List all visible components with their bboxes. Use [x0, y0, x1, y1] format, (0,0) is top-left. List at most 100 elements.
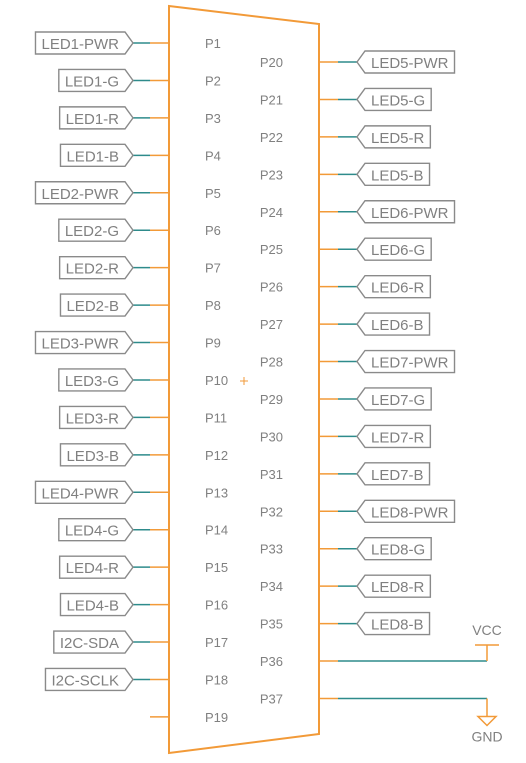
net-label-text-led2-g: LED2-G — [65, 223, 119, 240]
net-label-led8-r — [356, 574, 432, 598]
net-label-led4-pwr — [34, 480, 134, 504]
pin-number-p26: P26 — [260, 280, 283, 295]
net-label-text-led4-pwr: LED4-PWR — [41, 485, 119, 502]
left-pin-p16: P16 LED4-B — [59, 592, 228, 617]
origin-marker — [240, 377, 248, 385]
net-label-led7-g — [356, 387, 432, 411]
pin-number-p5: P5 — [205, 186, 221, 201]
pin-number-p3: P3 — [205, 111, 221, 126]
left-pin-p2: P2 LED1-G — [58, 68, 221, 93]
pin-number-p33: P33 — [260, 542, 283, 557]
left-pin-p13: P13 LED4-PWR — [34, 480, 228, 504]
pin-number-p11: P11 — [205, 410, 227, 425]
pin-number-p20: P20 — [260, 55, 283, 70]
net-label-led3-b — [59, 443, 134, 467]
net-label-text-led2-b: LED2-B — [66, 298, 119, 315]
gnd-icon — [476, 715, 498, 727]
pin-number-p17: P17 — [205, 635, 228, 650]
right-pin-p32: P32 LED8-PWR — [260, 499, 456, 523]
right-pin-p22: P22 LED5-R — [260, 125, 432, 149]
net-label-text-i2c-sda: I2C-SDA — [60, 635, 119, 652]
net-label-text-led5-r: LED5-R — [371, 130, 425, 147]
net-label-text-led6-pwr: LED6-PWR — [371, 205, 449, 222]
pin-number-p19: P19 — [205, 710, 228, 725]
pin-number-p28: P28 — [260, 355, 283, 370]
left-pin-p4: P4 LED1-B — [59, 143, 221, 168]
net-label-led6-b — [356, 312, 431, 336]
left-pin-p7: P7 LED2-R — [58, 255, 221, 280]
right-pin-p35: P35 LED8-B — [260, 611, 431, 636]
right-pin-p26: P26 LED6-R — [260, 274, 432, 299]
right-pin-p33: P33 LED8-G — [260, 537, 432, 561]
net-label-text-led1-g: LED1-G — [65, 73, 119, 90]
pin-number-p36: P36 — [260, 654, 283, 669]
left-pin-p15: P15 LED4-R — [58, 555, 228, 579]
right-pin-p27: P27 LED6-B — [260, 312, 431, 336]
pin-number-p13: P13 — [205, 485, 228, 500]
pin-number-p24: P24 — [260, 205, 283, 220]
left-pin-p17: P17 I2C-SDA — [53, 630, 228, 654]
pin-number-p4: P4 — [205, 148, 221, 163]
net-label-led2-g — [58, 218, 134, 242]
net-label-led5-pwr — [356, 50, 456, 74]
pin-number-p7: P7 — [205, 261, 221, 276]
pin-number-p22: P22 — [260, 130, 283, 145]
net-label-led5-r — [356, 125, 432, 149]
right-pin-p28: P28 LED7-PWR — [260, 349, 456, 374]
net-label-led6-pwr — [356, 200, 456, 224]
left-pin-p5: P5 LED2-PWR — [34, 181, 221, 205]
left-pin-p8: P8 LED2-B — [59, 293, 221, 317]
net-label-led7-pwr — [356, 349, 456, 374]
net-label-text-led7-g: LED7-G — [371, 392, 425, 409]
connector-body — [168, 4, 320, 755]
net-label-text-led8-pwr: LED8-PWR — [371, 504, 449, 521]
right-pin-p30: P30 LED7-R — [260, 424, 432, 449]
vcc-label: VCC — [472, 622, 502, 638]
right-pin-p21: P21 LED5-G — [260, 87, 432, 112]
net-label-led1-pwr — [34, 31, 134, 55]
pin-number-p12: P12 — [205, 448, 228, 463]
pin-number-p34: P34 — [260, 579, 283, 594]
net-label-text-led2-pwr: LED2-PWR — [41, 186, 119, 203]
net-label-text-led3-pwr: LED3-PWR — [41, 336, 119, 353]
pin-number-p30: P30 — [260, 429, 283, 444]
net-label-text-led7-r: LED7-R — [371, 429, 425, 446]
pin-number-p35: P35 — [260, 617, 283, 632]
net-label-led5-b — [356, 162, 431, 187]
net-label-led8-g — [356, 537, 432, 561]
net-label-text-led5-g: LED5-G — [371, 92, 425, 109]
left-pin-p10: P10 LED3-G — [58, 368, 228, 392]
left-pin-p14: P14 LED4-G — [58, 518, 228, 542]
net-label-text-led6-r: LED6-R — [371, 280, 425, 297]
pin-number-p29: P29 — [260, 392, 283, 407]
pin-number-p23: P23 — [260, 167, 283, 182]
net-label-text-led3-r: LED3-R — [66, 410, 120, 427]
net-label-led1-b — [59, 143, 134, 168]
pin-number-p37: P37 — [260, 691, 283, 706]
left-pin-p6: P6 LED2-G — [58, 218, 221, 242]
net-label-text-led5-pwr: LED5-PWR — [371, 55, 449, 72]
net-label-text-led8-r: LED8-R — [371, 579, 425, 596]
pin-number-p9: P9 — [205, 336, 221, 351]
right-pin-p24: P24 LED6-PWR — [260, 200, 456, 224]
net-label-text-led4-b: LED4-B — [66, 598, 119, 615]
left-pin-p19: P19 — [150, 710, 228, 725]
pin-number-p14: P14 — [205, 523, 228, 538]
left-pin-p3: P3 LED1-R — [58, 106, 221, 130]
left-pin-p11: P11 LED3-R — [58, 405, 227, 430]
net-label-text-i2c-sclk: I2C-SCLK — [51, 672, 119, 689]
net-label-led2-pwr — [34, 181, 134, 205]
net-label-text-led1-pwr: LED1-PWR — [41, 36, 119, 53]
left-pin-group: P1 LED1-PWR P2 LED1-G P3 LED1-R P4 LED1-B P5 LED2… — [34, 31, 228, 725]
pin-number-p21: P21 — [260, 92, 283, 107]
net-label-text-led3-g: LED3-G — [65, 373, 119, 390]
pin-number-p31: P31 — [260, 467, 283, 482]
net-label-text-led3-b: LED3-B — [66, 448, 119, 465]
net-label-led8-b — [356, 611, 431, 636]
left-pin-p9: P9 LED3-PWR — [34, 330, 221, 355]
net-label-text-led1-b: LED1-B — [66, 148, 119, 165]
net-label-text-led6-b: LED6-B — [371, 317, 424, 334]
net-label-led4-r — [58, 555, 134, 579]
